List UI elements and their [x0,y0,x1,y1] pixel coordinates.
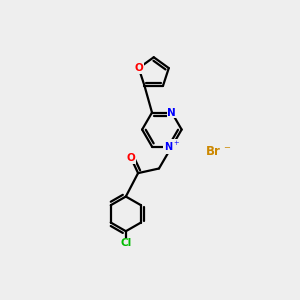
Text: Cl: Cl [120,238,131,248]
Text: Br $^{-}$: Br $^{-}$ [205,145,232,158]
Text: N$^+$: N$^+$ [164,140,180,153]
Text: O: O [127,153,136,163]
Text: N: N [167,108,176,118]
Text: O: O [134,63,143,73]
